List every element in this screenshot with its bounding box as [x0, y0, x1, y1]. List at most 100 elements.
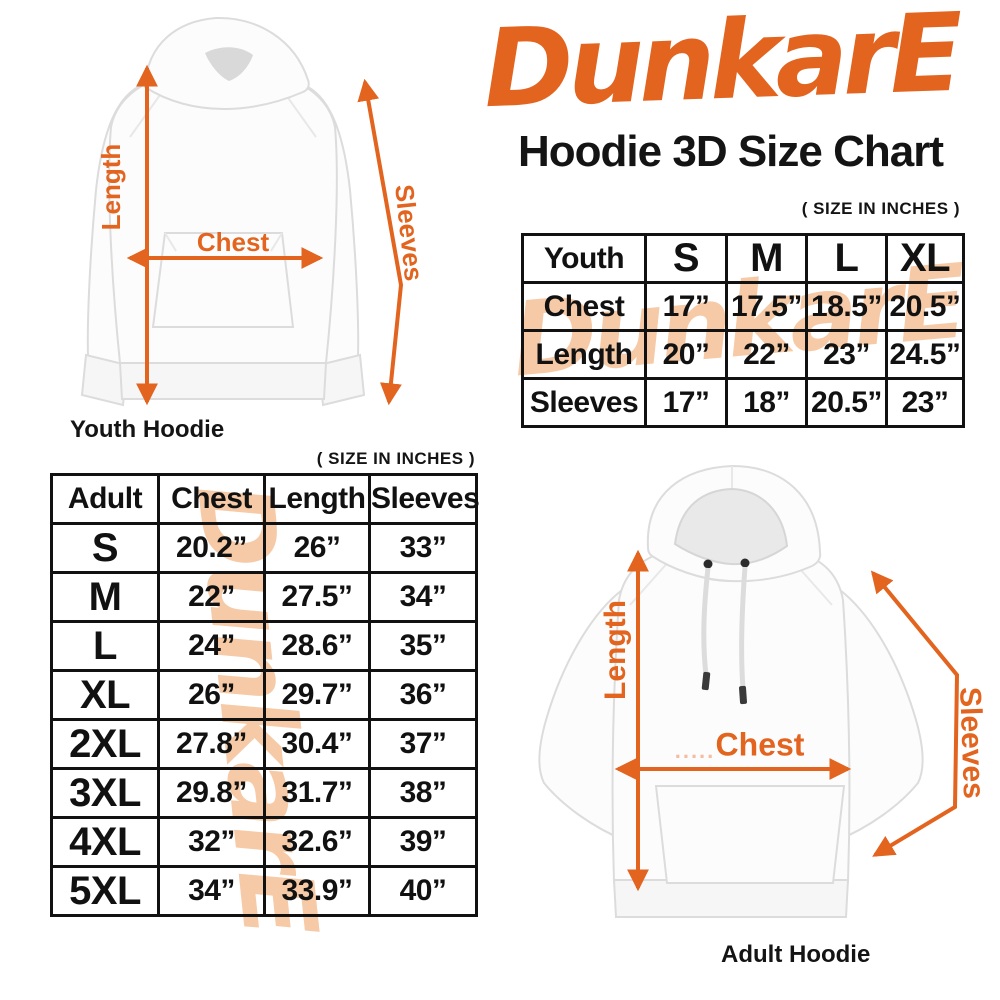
size-label: L — [50, 620, 160, 672]
adult-row-4xl: 4XL 32” 32.6” 39” — [50, 816, 478, 868]
value-cell: 36” — [368, 669, 478, 721]
youth-sleeves-label: Sleeves — [389, 183, 429, 282]
adult-row-xl: XL 26” 29.7” 36” — [50, 669, 478, 721]
youth-figure-caption: Youth Hoodie — [70, 416, 225, 443]
youth-hoodie-figure: Length Chest Sleeves — [10, 5, 455, 417]
value-cell: 17.5” — [725, 281, 808, 332]
youth-chest-label: Chest — [197, 227, 270, 257]
value-cell: 33” — [368, 522, 478, 574]
value-cell: 27.8” — [157, 718, 266, 770]
size-label: M — [50, 571, 160, 623]
adult-row-m: M 22” 27.5” 34” — [50, 571, 478, 623]
youth-sleeves-row: Sleeves 17” 18” 20.5” 23” — [521, 377, 965, 428]
value-cell: 20.5” — [805, 377, 888, 428]
adult-row-s: S 20.2” 26” 33” — [50, 522, 478, 574]
value-cell: 34” — [157, 865, 266, 917]
adult-chest-label: Chest — [716, 726, 805, 762]
adult-figure-caption: Adult Hoodie — [721, 941, 871, 968]
size-label: S — [50, 522, 160, 574]
left-grommet — [703, 559, 713, 569]
row-label: Sleeves — [521, 377, 647, 428]
brand-logo: DunkarE — [481, 0, 960, 133]
value-cell: 22” — [725, 329, 808, 380]
value-cell: 39” — [368, 816, 478, 868]
size-note-youth: ( SIZE IN INCHES ) — [801, 199, 960, 218]
row-label: Chest — [521, 281, 647, 332]
youth-hood-opening — [205, 47, 253, 81]
value-cell: 37” — [368, 718, 478, 770]
value-cell: 20” — [644, 329, 728, 380]
left-drawstring — [701, 567, 711, 676]
adult-hood-opening — [673, 487, 789, 566]
size-label: 2XL — [50, 718, 160, 770]
youth-header-row: Youth S M L XL — [521, 233, 965, 284]
youth-sleeves-arrow — [357, 78, 404, 406]
adult-row-5xl: 5XL 34” 33.9” 40” — [50, 865, 478, 917]
youth-length-label: Length — [96, 144, 126, 231]
value-cell: 26” — [157, 669, 266, 721]
youth-chest-row: Chest 17” 17.5” 18.5” 20.5” — [521, 281, 965, 332]
adult-col-chest: Chest — [157, 473, 266, 525]
value-cell: 32” — [157, 816, 266, 868]
value-cell: 24.5” — [885, 329, 965, 380]
right-drawstring — [739, 566, 748, 689]
value-cell: 40” — [368, 865, 478, 917]
adult-hoodie-illustration: Length ..... Chest Sleeves — [538, 464, 990, 918]
value-cell: 23” — [805, 329, 888, 380]
size-note-adult: ( SIZE IN INCHES ) — [316, 449, 475, 468]
adult-table-corner-cell: Adult — [50, 473, 160, 525]
size-label: XL — [50, 669, 160, 721]
value-cell: 24” — [157, 620, 266, 672]
value-cell: 17” — [644, 281, 728, 332]
value-cell: 31.7” — [263, 767, 371, 819]
youth-size-col-xl: XL — [885, 233, 965, 284]
value-cell: 17” — [644, 377, 728, 428]
youth-length-row: Length 20” 22” 23” 24.5” — [521, 329, 965, 380]
value-cell: 20.2” — [157, 522, 266, 574]
row-label: Length — [521, 329, 647, 380]
youth-size-col-l: L — [805, 233, 888, 284]
size-label: 4XL — [50, 816, 160, 868]
youth-size-table: Youth S M L XL Chest 17” 17.5” 18.5” 20.… — [521, 233, 965, 428]
adult-col-sleeves: Sleeves — [368, 473, 480, 525]
adult-sleeves-label: Sleeves — [953, 687, 990, 800]
value-cell: 26” — [263, 522, 371, 574]
value-cell: 35” — [368, 620, 478, 672]
youth-hoodie-illustration: Length Chest Sleeves — [80, 16, 429, 407]
value-cell: 34” — [368, 571, 478, 623]
value-cell: 38” — [368, 767, 478, 819]
adult-length-label: Length — [599, 600, 632, 700]
youth-table-corner-cell: Youth — [521, 233, 647, 284]
value-cell: 32.6” — [263, 816, 371, 868]
youth-size-col-m: M — [725, 233, 808, 284]
adult-row-2xl: 2XL 27.8” 30.4” 37” — [50, 718, 478, 770]
value-cell: 18.5” — [805, 281, 888, 332]
page-title: Hoodie 3D Size Chart — [518, 127, 944, 176]
right-grommet — [740, 558, 750, 568]
size-label: 5XL — [50, 865, 160, 917]
value-cell: 20.5” — [885, 281, 965, 332]
adult-hoodie-figure: Length ..... Chest Sleeves — [490, 450, 1000, 948]
size-label: 3XL — [50, 767, 160, 819]
value-cell: 27.5” — [263, 571, 371, 623]
right-aglet — [739, 685, 747, 705]
adult-header-row: Adult Chest Length Sleeves — [50, 473, 480, 525]
youth-size-col-s: S — [644, 233, 728, 284]
value-cell: 18” — [725, 377, 808, 428]
adult-row-l: L 24” 28.6” 35” — [50, 620, 478, 672]
value-cell: 29.7” — [263, 669, 371, 721]
value-cell: 28.6” — [263, 620, 371, 672]
left-aglet — [701, 671, 711, 691]
adult-row-3xl: 3XL 29.8” 31.7” 38” — [50, 767, 478, 819]
adult-sleeves-arrow — [870, 570, 960, 857]
adult-kangaroo-pocket — [654, 785, 846, 884]
value-cell: 33.9” — [263, 865, 371, 917]
adult-size-table: Adult Chest Length Sleeves S 20.2” 26” 3… — [50, 473, 480, 917]
youth-hem-band — [118, 362, 328, 400]
adult-hem-band — [612, 879, 850, 918]
youth-left-cuff — [80, 353, 129, 407]
adult-chest-dots: ..... — [675, 738, 716, 763]
value-cell: 30.4” — [263, 718, 371, 770]
value-cell: 23” — [885, 377, 965, 428]
